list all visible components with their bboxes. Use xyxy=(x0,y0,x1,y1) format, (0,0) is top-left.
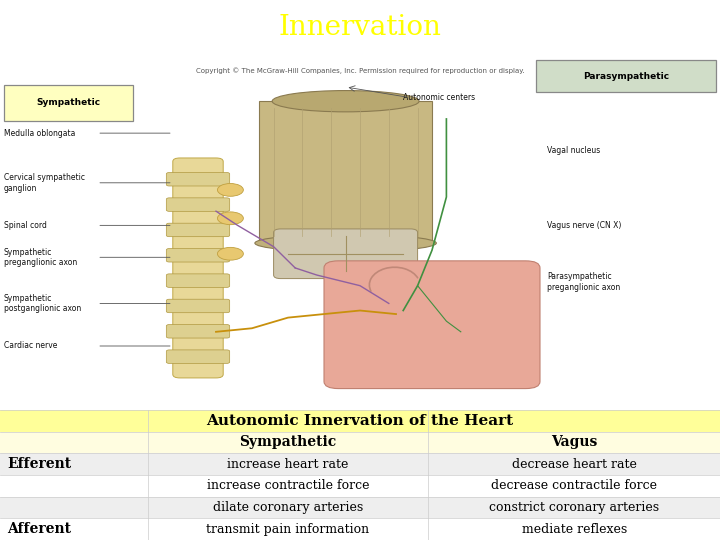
Bar xyxy=(0,518,720,540)
Bar xyxy=(0,431,720,453)
Text: Spinal cord: Spinal cord xyxy=(4,221,47,230)
Bar xyxy=(0,475,720,497)
Text: decrease contractile force: decrease contractile force xyxy=(491,480,657,492)
FancyBboxPatch shape xyxy=(166,325,230,338)
Ellipse shape xyxy=(255,234,436,252)
Text: Vagus nerve (CN X): Vagus nerve (CN X) xyxy=(547,221,621,230)
Bar xyxy=(0,453,720,475)
Text: constrict coronary arteries: constrict coronary arteries xyxy=(489,501,660,514)
Bar xyxy=(0,497,720,518)
FancyBboxPatch shape xyxy=(324,261,540,389)
Text: Cervical sympathetic
ganglion: Cervical sympathetic ganglion xyxy=(4,173,85,192)
FancyBboxPatch shape xyxy=(166,198,230,211)
FancyBboxPatch shape xyxy=(166,299,230,313)
Text: Cardiac nerve: Cardiac nerve xyxy=(4,341,57,350)
FancyBboxPatch shape xyxy=(166,274,230,287)
Text: Sympathetic: Sympathetic xyxy=(36,98,101,107)
Circle shape xyxy=(217,212,243,225)
Circle shape xyxy=(217,247,243,260)
Text: decrease heart rate: decrease heart rate xyxy=(512,457,636,470)
Text: Parasympathetic
preganglionic axon: Parasympathetic preganglionic axon xyxy=(547,273,621,292)
FancyBboxPatch shape xyxy=(173,158,223,378)
FancyBboxPatch shape xyxy=(166,223,230,237)
Text: increase heart rate: increase heart rate xyxy=(228,457,348,470)
Text: Efferent: Efferent xyxy=(7,457,71,471)
Text: Sympathetic
preganglionic axon: Sympathetic preganglionic axon xyxy=(4,248,77,267)
Text: Afferent: Afferent xyxy=(7,522,71,536)
Text: Autonomic Innervation of the Heart: Autonomic Innervation of the Heart xyxy=(207,414,513,428)
FancyBboxPatch shape xyxy=(274,229,418,279)
Text: Parasympathetic: Parasympathetic xyxy=(583,72,670,81)
Ellipse shape xyxy=(272,91,419,112)
Bar xyxy=(0,410,720,431)
Text: Sympathetic
postganglionic axon: Sympathetic postganglionic axon xyxy=(4,294,81,313)
Text: Medulla oblongata: Medulla oblongata xyxy=(4,129,75,138)
Text: Innervation: Innervation xyxy=(279,14,441,41)
Text: increase contractile force: increase contractile force xyxy=(207,480,369,492)
FancyBboxPatch shape xyxy=(4,85,133,121)
Circle shape xyxy=(217,184,243,196)
Text: Sympathetic: Sympathetic xyxy=(239,435,337,449)
FancyBboxPatch shape xyxy=(536,60,716,92)
FancyBboxPatch shape xyxy=(166,350,230,363)
FancyBboxPatch shape xyxy=(166,248,230,262)
Text: Vagus: Vagus xyxy=(551,435,598,449)
FancyBboxPatch shape xyxy=(166,172,230,186)
Text: mediate reflexes: mediate reflexes xyxy=(521,523,627,536)
Text: transmit pain information: transmit pain information xyxy=(207,523,369,536)
Text: Vagal nucleus: Vagal nucleus xyxy=(547,146,600,156)
FancyBboxPatch shape xyxy=(259,101,432,243)
Text: dilate coronary arteries: dilate coronary arteries xyxy=(213,501,363,514)
Text: Autonomic centers: Autonomic centers xyxy=(403,93,475,102)
Text: Copyright © The McGraw-Hill Companies, Inc. Permission required for reproduction: Copyright © The McGraw-Hill Companies, I… xyxy=(196,68,524,74)
